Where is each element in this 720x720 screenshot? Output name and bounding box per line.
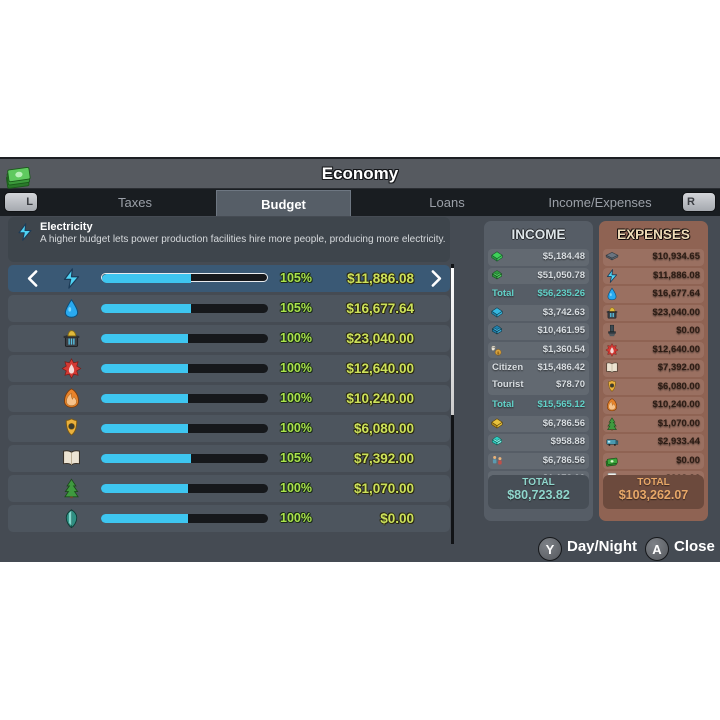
svg-text:$: $ (497, 351, 499, 355)
